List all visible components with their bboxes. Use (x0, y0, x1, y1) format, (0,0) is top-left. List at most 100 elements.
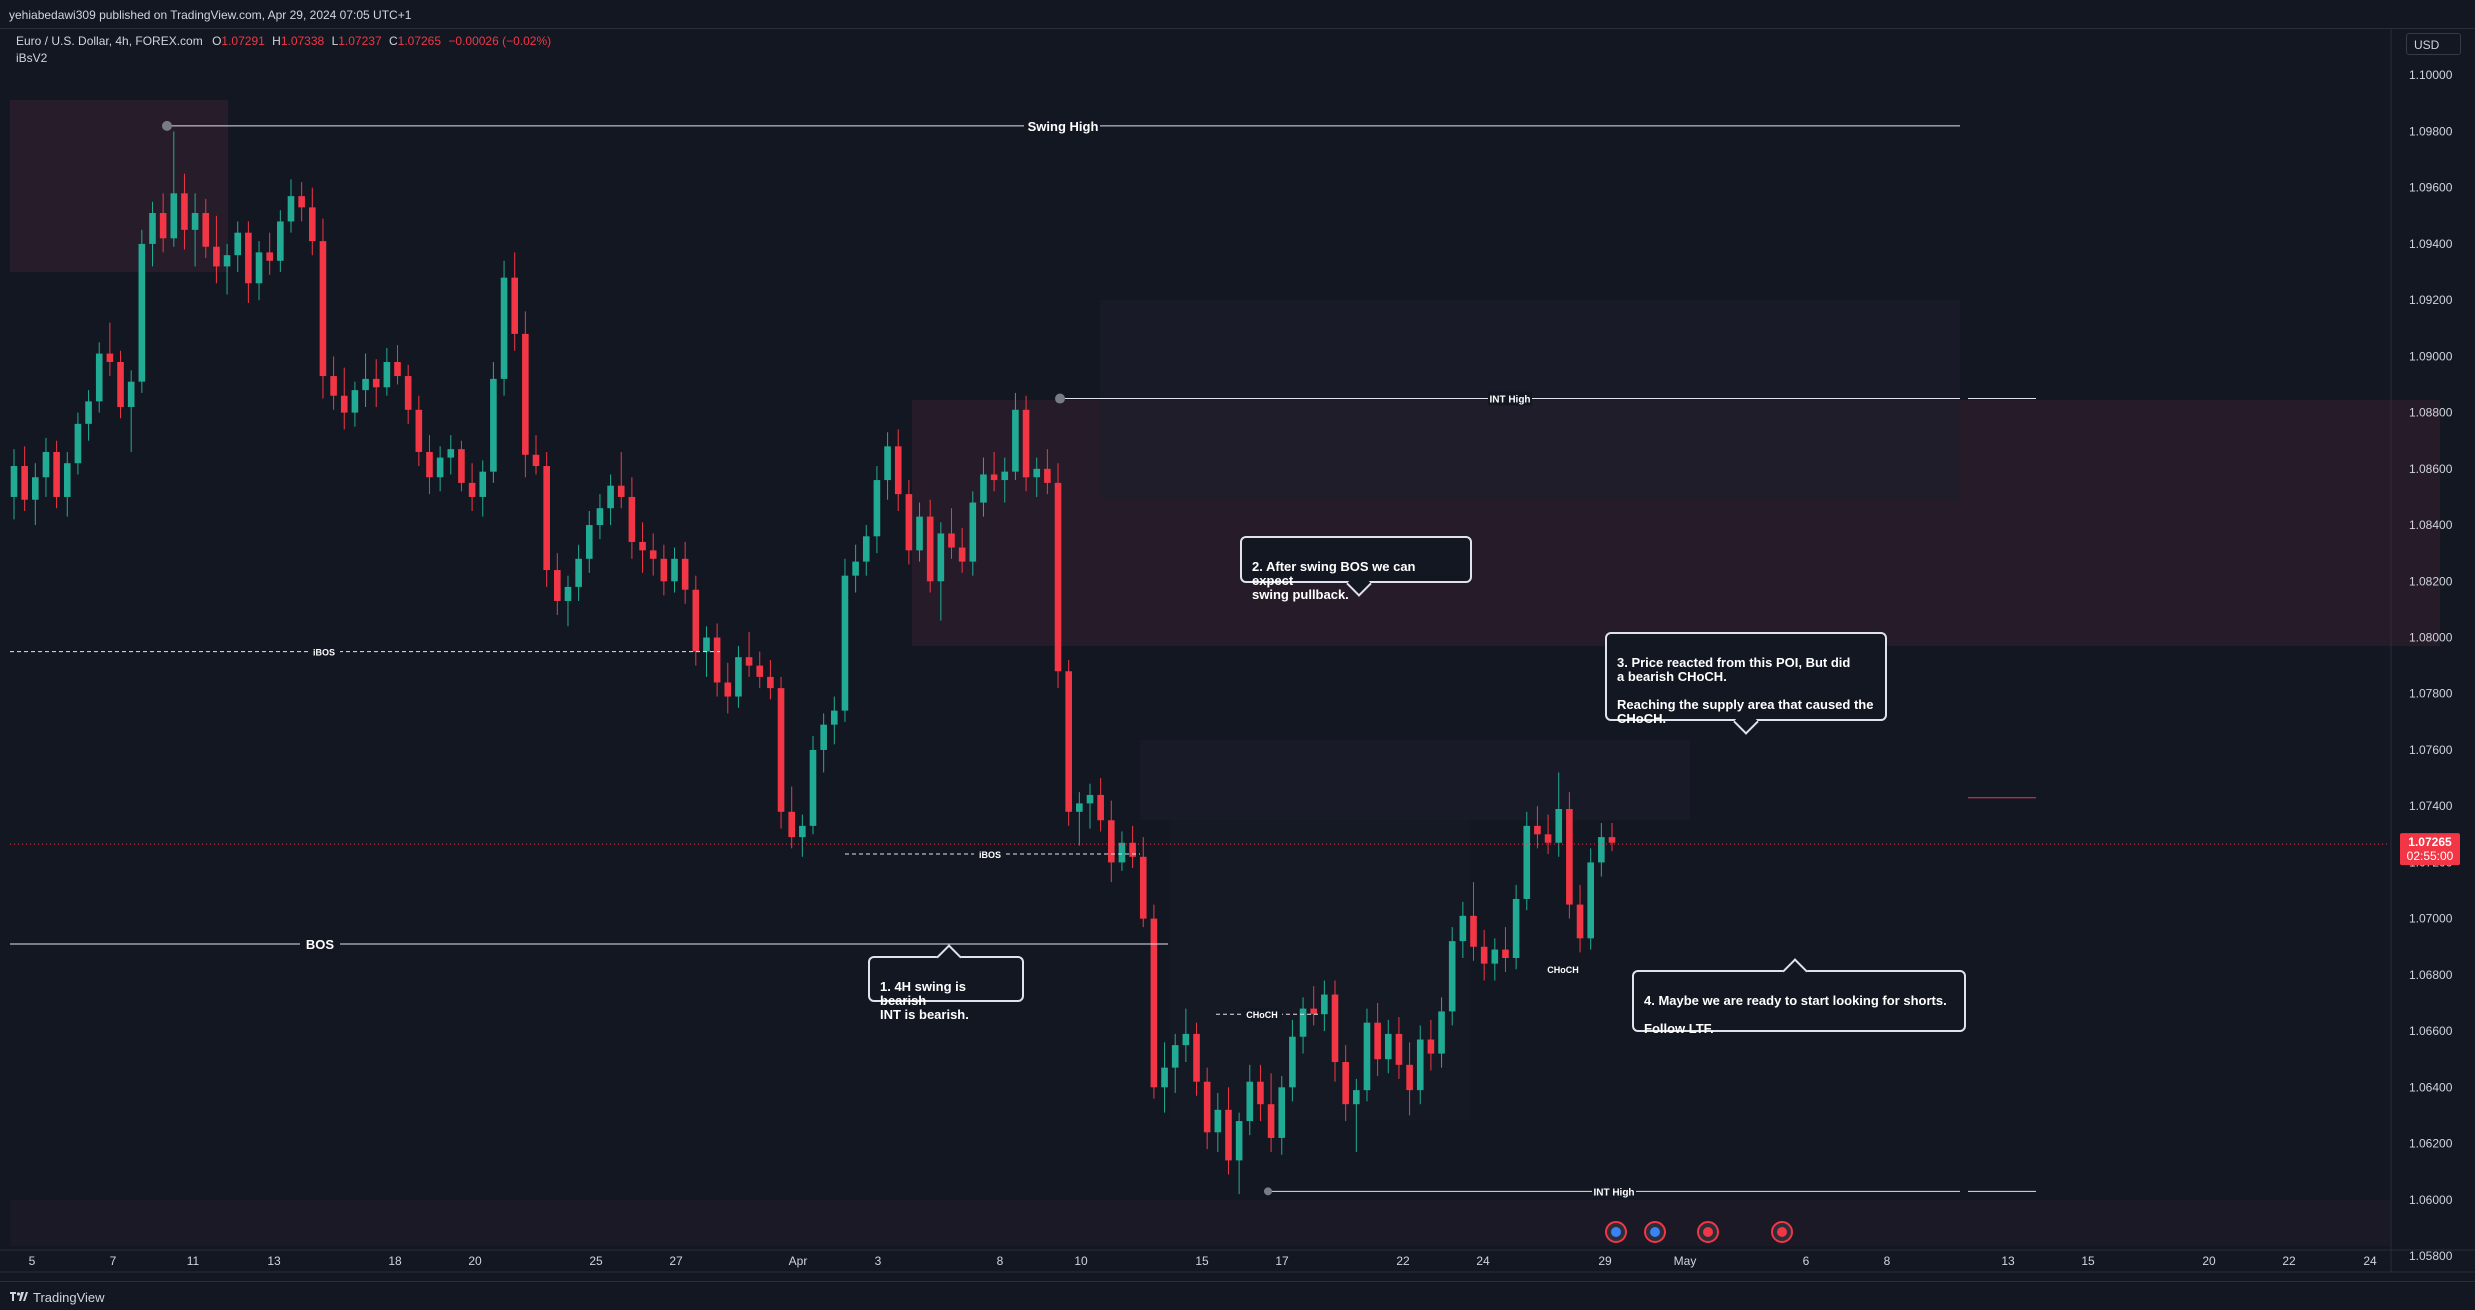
candle-body[interactable] (980, 474, 987, 503)
candle-body[interactable] (1395, 1033, 1403, 1065)
candle-body[interactable] (1267, 1104, 1275, 1138)
candle-body[interactable] (948, 533, 955, 548)
candle-body[interactable] (745, 657, 753, 666)
candle-body[interactable] (692, 589, 700, 652)
candle-body[interactable] (1321, 994, 1328, 1015)
candle-body[interactable] (575, 558, 582, 587)
candle-body[interactable] (1587, 862, 1594, 939)
candle-body[interactable] (862, 536, 870, 562)
candle-body[interactable] (596, 508, 604, 526)
candle-body[interactable] (468, 482, 476, 497)
callout-1[interactable]: 1. 4H swing is bearish INT is bearish. (868, 944, 1024, 1022)
candle-body[interactable] (436, 457, 444, 478)
candle-body[interactable] (1193, 1033, 1200, 1082)
candle-body[interactable] (1076, 803, 1083, 812)
candle-body[interactable] (990, 474, 998, 481)
candle-body[interactable] (1448, 941, 1456, 1012)
candle-body[interactable] (1235, 1121, 1243, 1161)
candle-body[interactable] (426, 451, 433, 478)
candle-body[interactable] (894, 446, 902, 495)
candle-body[interactable] (191, 213, 199, 230)
candle-body[interactable] (117, 362, 124, 407)
candle-body[interactable] (788, 811, 795, 838)
candle-body[interactable] (1012, 409, 1019, 472)
candle-body[interactable] (1427, 1039, 1435, 1054)
candle-body[interactable] (958, 547, 966, 562)
candle-body[interactable] (213, 246, 220, 267)
candle-body[interactable] (1384, 1033, 1392, 1060)
candle-body[interactable] (1033, 468, 1041, 478)
candle-body[interactable] (21, 466, 28, 500)
candle-body[interactable] (671, 558, 678, 582)
candle-body[interactable] (543, 466, 550, 571)
candle-body[interactable] (479, 471, 487, 497)
candle-body[interactable] (1054, 482, 1062, 672)
candle-body[interactable] (1523, 825, 1531, 899)
candle-body[interactable] (564, 586, 572, 601)
candle-body[interactable] (1491, 949, 1499, 964)
candle-body[interactable] (1161, 1067, 1168, 1088)
candle-body[interactable] (1118, 842, 1126, 863)
candle-body[interactable] (703, 637, 710, 652)
candle-body[interactable] (1544, 834, 1552, 843)
candle-body[interactable] (415, 409, 423, 452)
footer-brand[interactable]: TradingView (33, 1290, 105, 1305)
candle-body[interactable] (905, 494, 913, 551)
candle-body[interactable] (767, 676, 774, 689)
candle-body[interactable] (831, 710, 838, 725)
candle-body[interactable] (63, 463, 71, 497)
candle-body[interactable] (1406, 1064, 1413, 1091)
candle-body[interactable] (447, 449, 455, 458)
candle-body[interactable] (266, 252, 273, 261)
currency-button[interactable]: USD (2406, 33, 2461, 55)
candle-body[interactable] (1150, 918, 1158, 1088)
candle-body[interactable] (756, 665, 764, 677)
candle-body[interactable] (308, 207, 316, 242)
candle-body[interactable] (607, 485, 614, 509)
candle-body[interactable] (223, 255, 231, 267)
candle-body[interactable] (351, 390, 359, 413)
candle-body[interactable] (181, 193, 188, 230)
candle-body[interactable] (458, 449, 465, 483)
candle-body[interactable] (735, 657, 742, 697)
candle-body[interactable] (277, 221, 284, 261)
candle-body[interactable] (852, 561, 859, 576)
candle-body[interactable] (820, 724, 827, 750)
candle-body[interactable] (32, 477, 39, 500)
candle-body[interactable] (1139, 856, 1147, 919)
candle-body[interactable] (383, 362, 391, 388)
candle-body[interactable] (1214, 1109, 1222, 1133)
candle-body[interactable] (1289, 1036, 1296, 1088)
candle-body[interactable] (362, 378, 369, 391)
candle-body[interactable] (724, 682, 732, 697)
candle-body[interactable] (1331, 994, 1339, 1063)
candle-body[interactable] (1416, 1039, 1424, 1091)
candle-body[interactable] (106, 353, 114, 362)
candle-body[interactable] (255, 252, 263, 284)
candle-body[interactable] (1203, 1081, 1211, 1133)
candle-body[interactable] (660, 558, 668, 582)
candle-body[interactable] (1576, 904, 1584, 939)
candle-body[interactable] (1374, 1022, 1381, 1060)
candle-body[interactable] (340, 395, 348, 413)
candle-body[interactable] (628, 496, 636, 542)
candle-body[interactable] (330, 376, 337, 396)
candle-body[interactable] (617, 485, 625, 497)
candle-body[interactable] (500, 277, 508, 379)
candle-body[interactable] (532, 454, 540, 467)
candle-body[interactable] (1257, 1081, 1264, 1105)
candle-body[interactable] (170, 193, 178, 239)
candle-body[interactable] (1086, 794, 1094, 804)
candle-body[interactable] (1022, 409, 1030, 478)
candle-body[interactable] (554, 570, 561, 601)
candle-body[interactable] (1608, 837, 1616, 843)
candle-body[interactable] (138, 243, 146, 382)
candle-body[interactable] (245, 232, 252, 284)
candle-body[interactable] (1566, 809, 1573, 905)
candle-body[interactable] (937, 533, 945, 582)
candle-body[interactable] (681, 558, 689, 590)
callout-3[interactable]: 3. Price reacted from this POI, But did … (1605, 632, 1887, 735)
candle-body[interactable] (1001, 471, 1009, 481)
candle-body[interactable] (127, 381, 135, 407)
